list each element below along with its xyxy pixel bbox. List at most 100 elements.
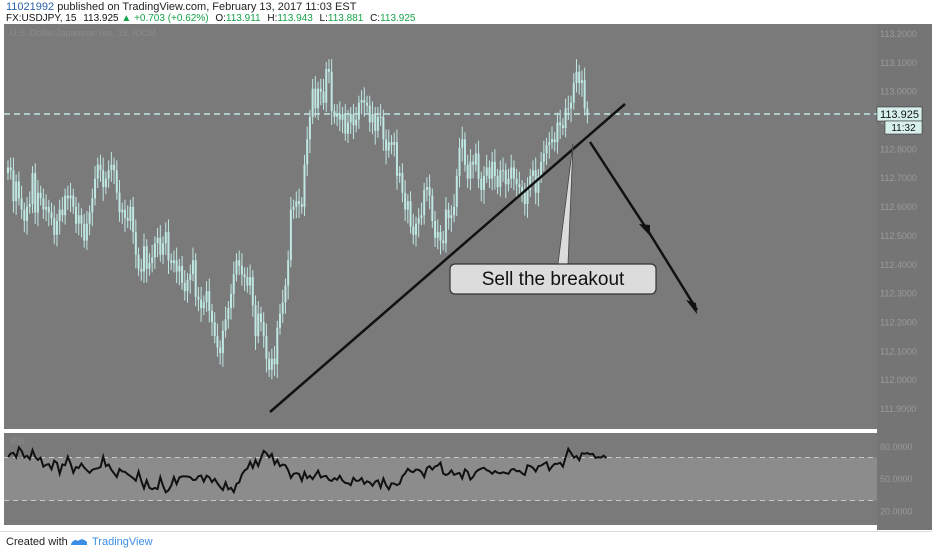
candle-body [72, 195, 75, 207]
candle-body [567, 108, 570, 110]
candle-body [455, 175, 458, 207]
candle-body [227, 308, 230, 320]
candle-body [224, 319, 227, 331]
low-value: 113.881 [327, 13, 364, 24]
price-tick-label: 112.2000 [880, 317, 917, 327]
footer: Created with TradingView [0, 531, 932, 551]
price-tick-label: 113.2000 [880, 29, 917, 39]
candle-body [330, 71, 333, 112]
candle-body [352, 114, 355, 126]
candle-body [115, 170, 118, 193]
candle-body [466, 164, 469, 179]
candle-body [268, 358, 271, 370]
price-tick-label: 113.0000 [880, 87, 917, 97]
candle-body [28, 204, 31, 207]
candle-body [311, 88, 314, 117]
candle-body [170, 260, 173, 264]
candle-body [531, 170, 534, 176]
candle-body [572, 83, 575, 103]
candle-body [412, 226, 415, 235]
symbol-ohlc-line: FX:USDJPY, 15 113.925 ▲ +0.703 (+0.62%) … [6, 13, 415, 24]
candle-body [80, 215, 83, 224]
candle-body [235, 260, 238, 275]
candle-body [583, 80, 586, 109]
candle-body [382, 116, 385, 140]
open-label: O: [215, 13, 226, 24]
candle-body [559, 122, 562, 126]
candle-body [110, 164, 113, 171]
last-price: 113.925 [83, 13, 119, 24]
candle-body [537, 175, 540, 193]
candle-body [58, 209, 61, 221]
candle-body [211, 310, 213, 323]
candle-body [474, 153, 477, 165]
candle-body [99, 164, 102, 171]
candle-body [496, 175, 499, 188]
candle-body [118, 192, 121, 213]
up-triangle-icon: ▲ [121, 13, 132, 24]
candle-body [300, 204, 303, 207]
tradingview-logo-icon [71, 539, 87, 545]
candle-body [159, 237, 162, 255]
candle-body [580, 80, 583, 84]
price-tick-label: 112.8000 [880, 144, 917, 154]
candle-body [94, 178, 97, 199]
candle-body [515, 178, 518, 185]
candle-body [398, 173, 401, 176]
candle-body [189, 274, 192, 280]
candle-body [325, 69, 328, 103]
candle-body [83, 223, 86, 241]
candle-body [553, 139, 556, 143]
candle-body [240, 265, 243, 275]
author-link[interactable]: 11021992 [6, 1, 55, 13]
tradingview-link[interactable]: TradingView [92, 536, 153, 548]
price-tick-label: 112.1000 [880, 346, 917, 356]
indicator-tick-label: 80.0000 [880, 442, 913, 452]
candle-body [483, 175, 485, 190]
candle-body [453, 206, 456, 216]
price-scale[interactable] [877, 24, 932, 530]
candle-body [385, 139, 388, 151]
candle-body [270, 358, 273, 370]
candle-body [512, 167, 515, 179]
candle-body [317, 88, 320, 109]
close-label: C: [370, 13, 381, 24]
trendline[interactable] [269, 103, 626, 413]
candle-body [436, 232, 439, 238]
callout-box[interactable] [449, 263, 657, 295]
candle-body [164, 232, 167, 244]
candle-body [521, 187, 524, 193]
candle-body [551, 139, 553, 143]
candle-body [39, 192, 42, 199]
candle-body [219, 347, 222, 354]
candle-body [50, 212, 53, 219]
candle-body [575, 71, 578, 84]
candle-body [493, 161, 496, 176]
candle-body [561, 125, 564, 129]
candle-body [570, 102, 573, 109]
candle-body [469, 161, 472, 179]
high-label: H: [267, 13, 278, 24]
oscillator [4, 445, 877, 501]
candle-body [259, 313, 262, 323]
candle-body [183, 282, 186, 292]
candle-body [191, 260, 194, 275]
candle-body [510, 167, 513, 179]
candle-body [518, 184, 521, 188]
price-tick-label: 112.3000 [880, 289, 917, 299]
candle-body [393, 142, 396, 145]
oscillator-line [7, 445, 608, 495]
candle-body [458, 147, 461, 176]
candle-body [77, 215, 80, 224]
candle-body [447, 209, 450, 219]
candle-body [175, 260, 178, 272]
candle-body [107, 170, 110, 179]
price-tick-label: 112.6000 [880, 202, 917, 212]
chart-canvas[interactable]: U.S. Dollar/Japanese Yen, 15, IDCM RSI 1… [0, 24, 932, 530]
candle-body [143, 246, 145, 272]
candle-body [548, 142, 551, 145]
candle-body [504, 170, 507, 185]
candle-body [251, 277, 254, 306]
candle-body [461, 139, 464, 148]
candle-body [417, 218, 420, 224]
